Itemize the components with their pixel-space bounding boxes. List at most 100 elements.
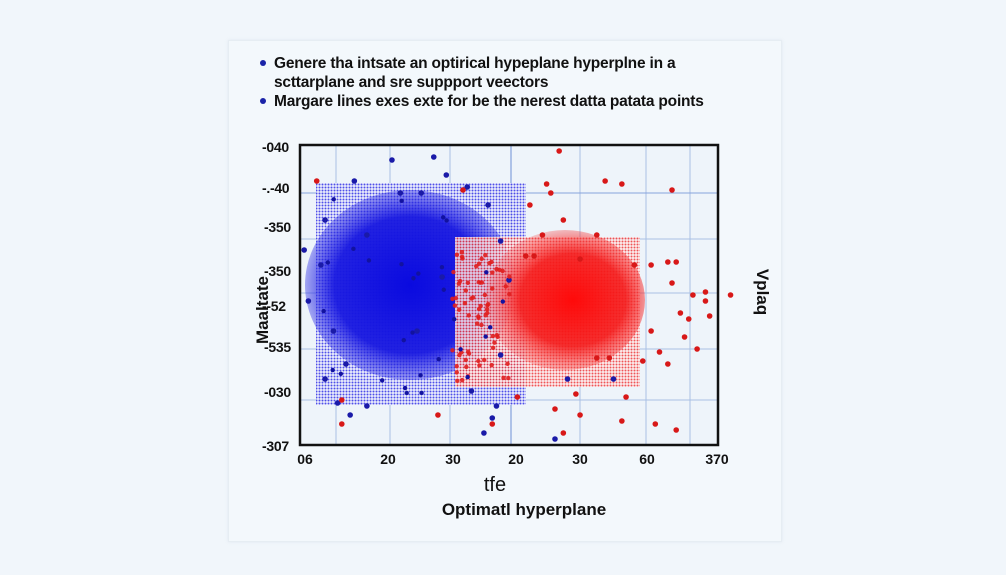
data-point <box>430 154 437 160</box>
data-point <box>602 178 608 184</box>
bullet-item: Genere tha intsate an optirical hypeplan… <box>258 54 758 92</box>
y-tick: -040 <box>262 139 289 155</box>
data-point <box>669 187 675 193</box>
data-point <box>665 259 671 265</box>
data-point <box>414 328 420 334</box>
y-tick: --52 <box>262 298 286 314</box>
plot-frame <box>298 143 720 447</box>
x-tick: 06 <box>297 451 313 467</box>
data-point <box>493 403 500 409</box>
data-point <box>489 415 496 421</box>
data-point <box>330 328 337 334</box>
data-point <box>639 358 646 364</box>
data-point <box>577 412 583 418</box>
bullet-item: Margare lines exes exte for be the neres… <box>258 92 758 111</box>
data-point <box>593 355 600 361</box>
data-point <box>673 259 679 265</box>
data-point <box>560 430 567 436</box>
y-tick: -.-40 <box>262 180 290 196</box>
data-point <box>560 217 567 223</box>
bullet-dot-icon <box>260 98 266 104</box>
x-tick: 370 <box>705 451 729 467</box>
data-point <box>623 394 629 400</box>
data-point <box>694 346 700 352</box>
x-tick: 30 <box>445 451 461 467</box>
data-point <box>389 157 395 163</box>
data-point <box>334 400 341 406</box>
data-point <box>339 421 345 427</box>
data-point <box>489 421 496 427</box>
y-tick: -535 <box>264 339 291 355</box>
data-points <box>301 148 734 442</box>
data-point <box>577 256 583 262</box>
description-bullets: Genere tha intsate an optirical hypeplan… <box>258 54 758 111</box>
right-axis-title: Vplaq <box>753 268 772 316</box>
y-tick: -307 <box>262 438 289 454</box>
data-point <box>339 397 345 403</box>
data-point <box>548 190 554 196</box>
data-point <box>606 355 613 361</box>
data-point <box>539 232 546 238</box>
data-point <box>681 334 688 340</box>
data-point <box>543 181 550 187</box>
data-point <box>305 298 312 304</box>
data-point <box>322 376 328 382</box>
data-point <box>527 202 533 208</box>
data-point <box>727 292 734 298</box>
data-point <box>685 316 692 322</box>
data-point <box>439 274 445 280</box>
x-tick: 60 <box>639 451 655 467</box>
x-tick: 20 <box>380 451 396 467</box>
y-tick: -350 <box>264 219 291 235</box>
data-point <box>322 217 328 223</box>
data-point <box>706 313 713 319</box>
data-point <box>313 178 320 184</box>
data-point <box>506 277 512 283</box>
data-point <box>652 421 659 427</box>
class-b-core <box>485 230 645 370</box>
data-point <box>573 391 579 397</box>
data-point <box>648 262 654 268</box>
data-point <box>702 298 709 304</box>
data-point <box>397 190 404 196</box>
data-point <box>564 376 571 382</box>
chart-title: Optimatl hyperplane <box>441 500 607 519</box>
data-point <box>702 289 709 295</box>
data-point <box>552 436 558 442</box>
data-point <box>364 232 370 238</box>
data-point <box>619 418 625 424</box>
data-point <box>619 181 625 187</box>
data-point <box>347 412 353 418</box>
data-point <box>418 190 425 196</box>
data-point <box>481 430 487 436</box>
data-point <box>343 361 349 367</box>
data-point <box>497 238 504 244</box>
data-point <box>690 292 696 298</box>
data-point <box>656 349 663 355</box>
data-point <box>648 328 654 334</box>
x-tick: 30 <box>572 451 588 467</box>
x-tick: 20 <box>508 451 524 467</box>
data-point <box>531 253 537 259</box>
data-point <box>610 376 617 382</box>
data-point <box>460 187 466 193</box>
bullet-dot-icon <box>260 60 266 66</box>
data-point <box>631 262 638 268</box>
data-point <box>556 148 562 154</box>
data-point <box>677 310 684 316</box>
data-point <box>593 232 600 238</box>
data-point <box>552 406 558 412</box>
y-axis-title: Maaltate <box>253 275 272 345</box>
data-point <box>665 361 671 367</box>
data-point <box>514 394 521 400</box>
data-point <box>497 352 504 358</box>
data-point <box>351 178 358 184</box>
y-tick: -350 <box>264 263 291 279</box>
data-point <box>364 403 370 409</box>
data-point <box>673 427 679 433</box>
data-point <box>468 388 475 394</box>
data-point <box>485 202 491 208</box>
data-point <box>301 247 307 253</box>
data-point <box>464 184 471 190</box>
